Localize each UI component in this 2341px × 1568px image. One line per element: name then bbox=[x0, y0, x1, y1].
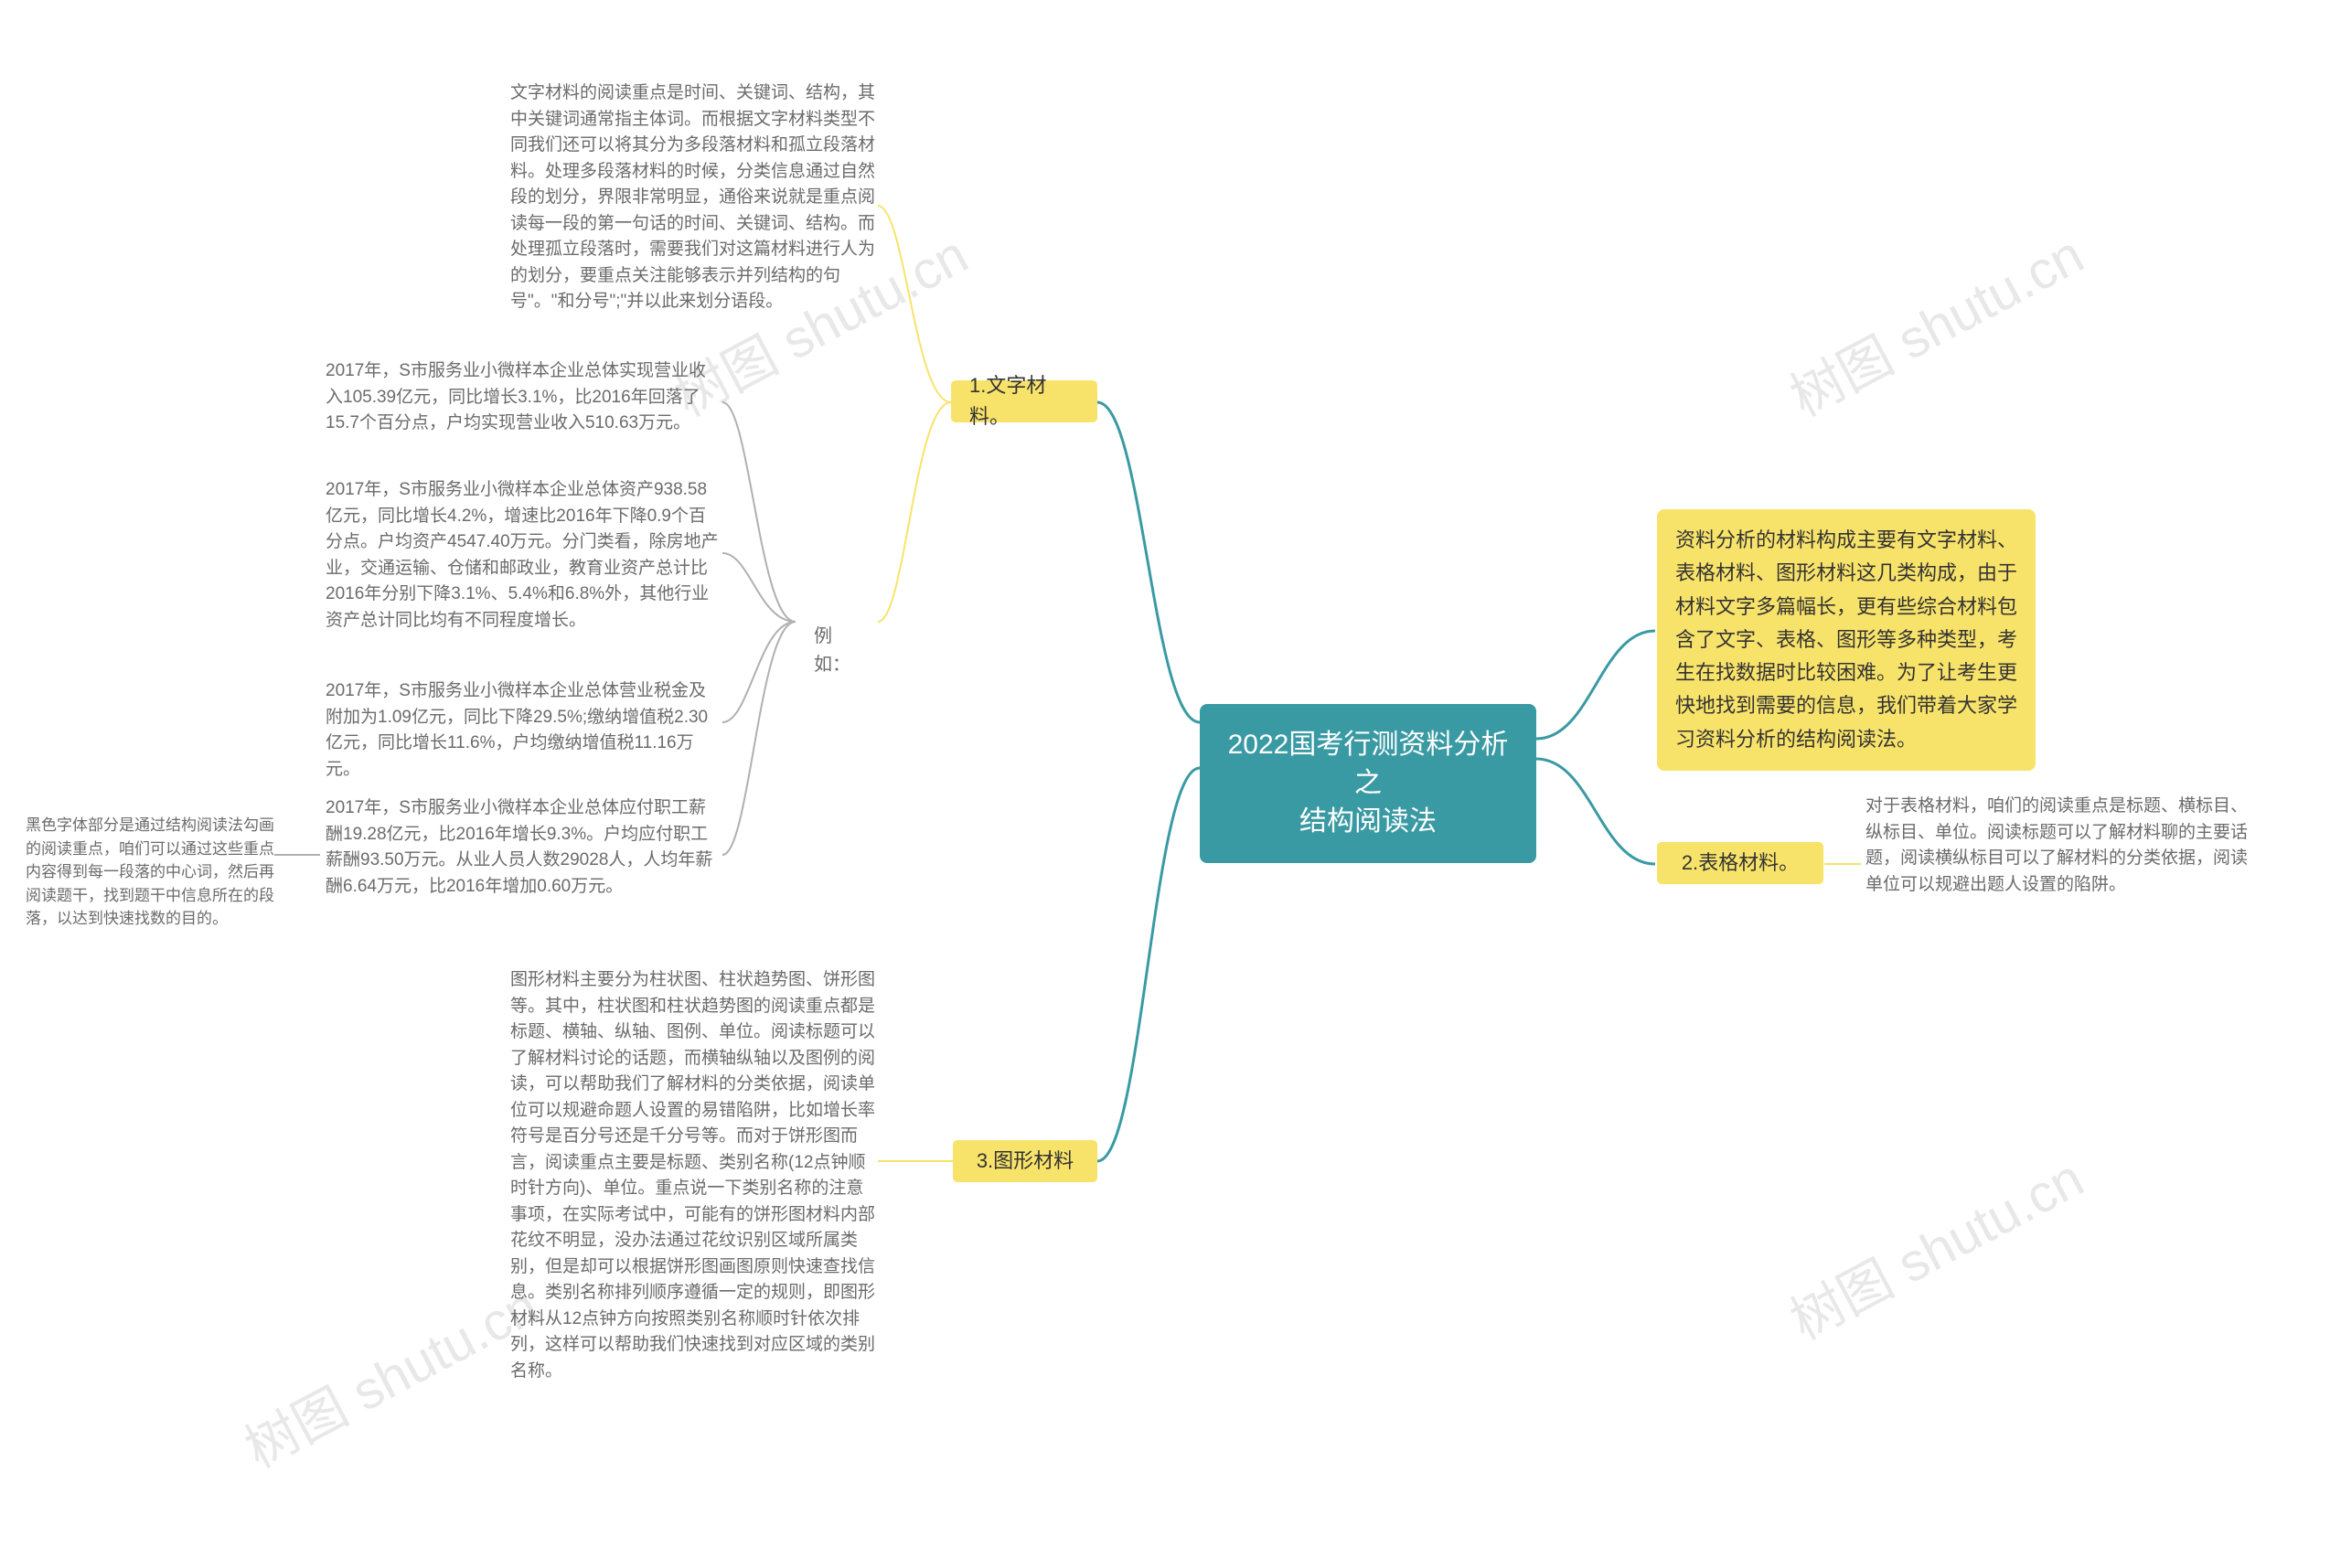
branch1-desc: 文字材料的阅读重点是时间、关键词、结构，其中关键词通常指主体词。而根据文字材料类… bbox=[510, 80, 878, 315]
example-4: 2017年，S市服务业小微样本企业总体应付职工薪酬19.28亿元，比2016年增… bbox=[326, 795, 722, 900]
branch3-text: 3.图形材料 bbox=[977, 1146, 1074, 1177]
branch2-text: 2.表格材料。 bbox=[1682, 848, 1799, 879]
mindmap-connectors bbox=[0, 0, 2341, 1568]
branch3-desc-text: 图形材料主要分为柱状图、柱状趋势图、饼形图等。其中，柱状图和柱状趋势图的阅读重点… bbox=[510, 970, 875, 1381]
example-2-text: 2017年，S市服务业小微样本企业总体资产938.58亿元，同比增长4.2%，增… bbox=[326, 480, 719, 630]
branch2-label: 2.表格材料。 bbox=[1657, 842, 1823, 884]
example-4-text: 2017年，S市服务业小微样本企业总体应付职工薪酬19.28亿元，比2016年增… bbox=[326, 798, 712, 896]
branch1-text: 1.文字材料。 bbox=[969, 370, 1079, 432]
branch1-desc-text: 文字材料的阅读重点是时间、关键词、结构，其中关键词通常指主体词。而根据文字材料类… bbox=[510, 83, 875, 311]
example-2: 2017年，S市服务业小微样本企业总体资产938.58亿元，同比增长4.2%，增… bbox=[326, 477, 722, 634]
example-label-text: 例如： bbox=[814, 626, 850, 675]
branch2-desc: 对于表格材料，咱们的阅读重点是标题、横标目、纵标目、单位。阅读标题可以了解材料聊… bbox=[1865, 794, 2250, 898]
intro-block: 资料分析的材料构成主要有文字材料、表格材料、图形材料这几类构成，由于材料文字多篇… bbox=[1657, 509, 2036, 771]
branch3-desc: 图形材料主要分为柱状图、柱状趋势图、饼形图等。其中，柱状图和柱状趋势图的阅读重点… bbox=[510, 967, 878, 1384]
example-label: 例如： bbox=[796, 608, 878, 694]
branch2-desc-text: 对于表格材料，咱们的阅读重点是标题、横标目、纵标目、单位。阅读标题可以了解材料聊… bbox=[1865, 796, 2248, 894]
branch1-label: 1.文字材料。 bbox=[951, 380, 1097, 422]
example-3-text: 2017年，S市服务业小微样本企业总体营业税金及附加为1.09亿元，同比下降29… bbox=[326, 681, 708, 779]
center-label: 2022国考行测资料分析之结构阅读法 bbox=[1228, 730, 1509, 837]
branch3-label: 3.图形材料 bbox=[953, 1140, 1097, 1182]
branch1-note: 黑色字体部分是通过结构阅读法勾画的阅读重点，咱们可以通过这些重点内容得到每一段落… bbox=[26, 814, 278, 931]
branch1-note-text: 黑色字体部分是通过结构阅读法勾画的阅读重点，咱们可以通过这些重点内容得到每一段落… bbox=[26, 816, 274, 927]
example-1: 2017年，S市服务业小微样本企业总体实现营业收入105.39亿元，同比增长3.… bbox=[326, 358, 722, 437]
intro-text: 资料分析的材料构成主要有文字材料、表格材料、图形材料这几类构成，由于材料文字多篇… bbox=[1675, 528, 2017, 751]
example-3: 2017年，S市服务业小微样本企业总体营业税金及附加为1.09亿元，同比下降29… bbox=[326, 678, 722, 783]
example-1-text: 2017年，S市服务业小微样本企业总体实现营业收入105.39亿元，同比增长3.… bbox=[326, 361, 706, 432]
center-topic: 2022国考行测资料分析之结构阅读法 bbox=[1200, 704, 1536, 863]
